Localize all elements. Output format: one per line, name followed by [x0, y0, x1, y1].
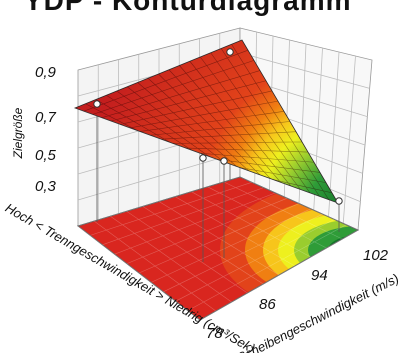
x-tick-label: 94	[311, 267, 328, 284]
z-tick-label: 0,7	[35, 109, 57, 126]
z-tick-label: 0,9	[35, 64, 57, 81]
chart-title: YDP - Konturdiagramm	[24, 0, 352, 16]
x-tick-label: 86	[259, 296, 276, 313]
z-axis-title: Zielgröße	[11, 107, 25, 159]
design-points	[93, 48, 343, 205]
design-point	[226, 48, 234, 56]
design-point	[93, 100, 101, 108]
z-tick-label: 0,3	[35, 178, 57, 195]
x-tick-label: 102	[363, 247, 389, 264]
design-point	[335, 197, 343, 205]
z-axis: 0,9 0,7 0,5 0,3 Zielgröße	[11, 64, 57, 195]
z-tick-label: 0,5	[35, 147, 57, 164]
floor-outline	[76, 176, 360, 321]
floor-grid	[77, 176, 359, 321]
design-point	[220, 157, 228, 165]
design-point	[199, 154, 207, 162]
x-tick-label: 78	[206, 325, 223, 342]
chart-title-clip: YDP - Konturdiagramm	[0, 0, 412, 17]
